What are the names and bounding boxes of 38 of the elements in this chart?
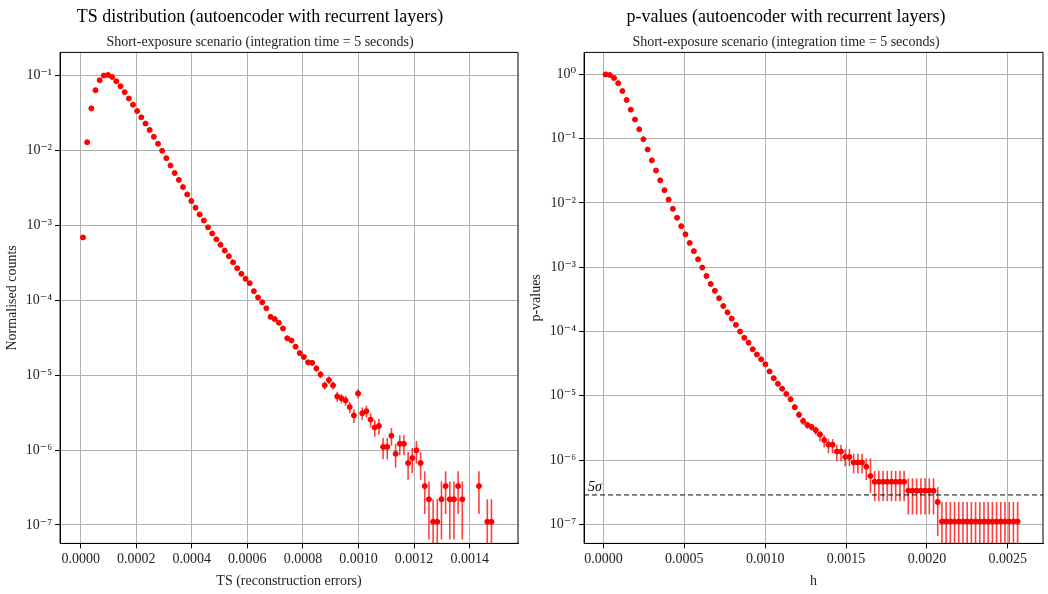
- ref-line-label: 5σ: [588, 478, 604, 494]
- y-tick-label: 10⁻⁷: [549, 516, 577, 532]
- chart-title: p-values (autoencoder with recurrent layers): [626, 5, 946, 27]
- y-tick-label: 10⁻⁶: [25, 441, 53, 457]
- y-tick-label: 10⁻⁵: [549, 387, 577, 403]
- y-tick-label: 10⁻¹: [550, 130, 577, 146]
- y-tick-label: 10⁻⁶: [549, 451, 577, 467]
- y-tick-label: 10⁻²: [26, 142, 53, 158]
- y-tick-label: 10⁻⁵: [25, 366, 53, 382]
- x-tick-label: 0.0015: [826, 551, 866, 567]
- x-axis-title: h: [810, 573, 818, 589]
- y-tick-label: 10⁻⁴: [25, 291, 53, 307]
- y-tick-label: 10⁻³: [26, 217, 53, 233]
- x-tick-label: 0.0010: [745, 551, 785, 567]
- x-tick-label: 0.0008: [283, 551, 323, 567]
- x-tick-label: 0.0010: [339, 551, 378, 567]
- chart-subtitle: Short-exposure scenario (integration time = 5 seconds): [632, 33, 940, 50]
- x-tick-label: 0.0005: [665, 551, 704, 567]
- x-tick-label: 0.0000: [584, 551, 623, 567]
- x-tick-label: 0.0014: [450, 551, 489, 567]
- x-tick-label: 0.0012: [394, 551, 434, 567]
- x-tick-label: 0.0002: [116, 551, 156, 567]
- x-tick-label: 0.0004: [172, 551, 212, 567]
- y-axis-title: p-values: [528, 274, 544, 322]
- x-tick-label: 0.0020: [907, 551, 947, 567]
- y-axis-title: Normalised counts: [4, 245, 20, 351]
- y-tick-label: 10⁻²: [550, 194, 577, 210]
- y-tick-label: 10⁰: [556, 66, 577, 82]
- y-tick-label: 10⁻¹: [26, 67, 53, 83]
- chart-subtitle: Short-exposure scenario (integration time = 5 seconds): [106, 33, 414, 50]
- x-axis-title: TS (reconstruction errors): [216, 573, 363, 590]
- chart-title: TS distribution (autoencoder with recurrent layers): [76, 5, 444, 27]
- x-tick-label: 0.0000: [61, 551, 100, 567]
- x-tick-label: 0.0025: [988, 551, 1027, 567]
- y-tick-label: 10⁻³: [550, 258, 577, 274]
- y-tick-label: 10⁻⁴: [549, 323, 577, 339]
- y-tick-label: 10⁻⁷: [25, 516, 53, 532]
- x-tick-label: 0.0006: [228, 551, 267, 567]
